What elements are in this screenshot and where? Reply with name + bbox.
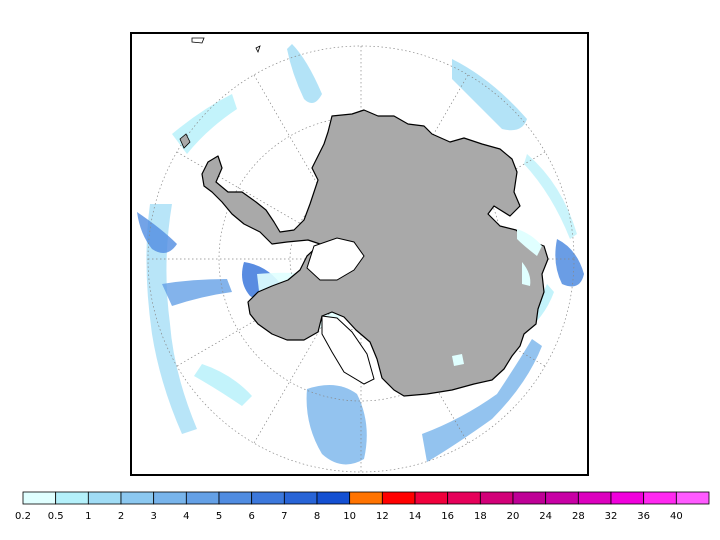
precip-north-center [287,44,322,103]
colorbar-tick-label: 5 [215,511,223,522]
colorbar-segment [512,491,547,505]
colorbar-segment [577,491,612,505]
precip-south-left [194,364,252,406]
colorbar-segment [185,491,220,505]
colorbar-segment [316,491,351,505]
colorbar-segment [87,491,122,505]
colorbar-tick-label: 10 [343,511,357,522]
colorbar-tick-label: 20 [506,511,520,522]
island [191,37,205,44]
polar-map [137,37,584,473]
colorbar-tick-label: 6 [248,511,255,522]
colorbar-tick-label: 1 [85,511,92,522]
colorbar-tick-label: 24 [539,511,553,522]
colorbar-segment [120,491,155,505]
precip-east-light [524,154,577,239]
colorbar-tick-label: 16 [441,511,455,522]
colorbar-segment [381,491,416,505]
colorbar-segment [153,491,187,505]
island [179,133,191,149]
colorbar-tick-label: 7 [281,511,288,522]
precip-south-center [306,385,367,465]
ice-patch [522,262,531,286]
weddell-ice-shelf [321,315,375,385]
colorbar-segment [22,491,57,505]
colorbar-tick-label: 14 [408,511,422,522]
colorbar-segment [218,491,253,505]
colorbar-segment [545,491,579,505]
colorbar-segment [447,491,481,505]
island [255,45,261,54]
precip-northeast [452,59,527,131]
colorbar-segment [414,491,449,505]
precip-southwest [162,279,232,306]
colorbar-tick-label: 32 [604,511,618,522]
colorbar-segment [675,491,710,505]
colorbar-tick-label: 2 [117,511,125,522]
antarctica-landmass [201,109,549,397]
colorbar-tick-label: 0.2 [15,511,31,522]
colorbar-segment [349,491,383,505]
colorbar-segment [643,491,677,505]
ice-patch [452,354,464,366]
map-panel [130,32,589,476]
colorbar-tick-label: 0.5 [47,511,64,522]
colorbar-segment [55,491,89,505]
colorbar-tick-label: 3 [150,511,157,522]
colorbar-tick-label: 18 [473,511,487,522]
colorbar-segment [479,491,514,505]
colorbar-segment [283,491,318,505]
colorbar-tick-label: 4 [183,511,190,522]
precip-band-west [146,204,197,434]
precip-south-right [422,339,542,462]
ross-ice-shelf [306,237,365,281]
colorbar-tick-label: 36 [637,511,651,522]
colorbar-tick-label: 12 [375,511,389,522]
colorbar-tick-label: 28 [571,511,585,522]
precip-east [555,239,584,287]
colorbar-tick-label: 8 [313,511,321,522]
colorbar-tick-label: 40 [669,511,683,522]
colorbar-segment [610,491,645,505]
colorbar [22,491,710,505]
precip-band-west-strong [137,212,177,253]
colorbar-segment [251,491,285,505]
ice-patch [517,229,542,256]
